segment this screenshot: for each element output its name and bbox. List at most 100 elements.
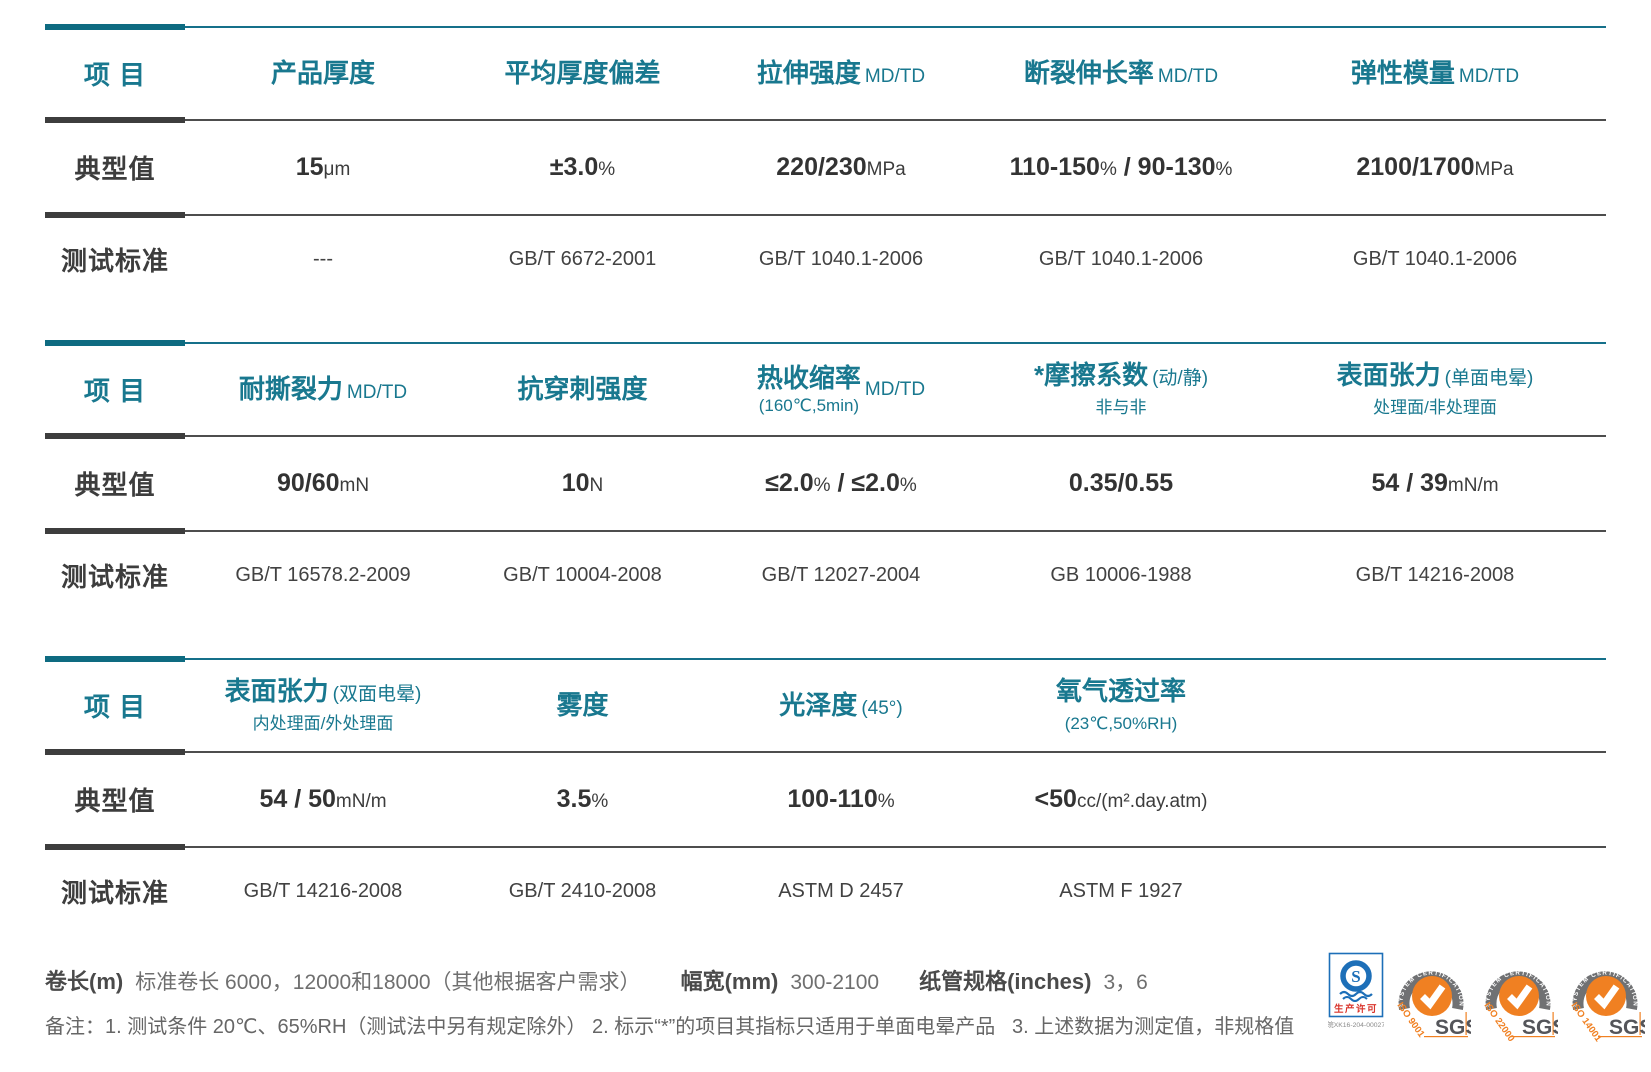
sgs-wordmark: SGS xyxy=(1522,1016,1558,1039)
spec-table-1: 项 目 产品厚度 平均厚度偏差 拉伸强度 MD/TD 断裂伸长率 MD/TD 弹性模… xyxy=(45,24,1606,300)
typical-value-row: 典型值 90/60mN 10N ≤2.0% / ≤2.0% 0.35/0.55 … xyxy=(45,439,1606,528)
sgs-orange-underline xyxy=(1424,1036,1468,1038)
divider-thin-segment xyxy=(185,26,1606,28)
column-header: 断裂伸长率 MD/TD xyxy=(1023,57,1219,88)
divider-thin-segment xyxy=(185,530,1606,532)
standard-cell: --- xyxy=(313,247,333,270)
sgs-checkmark-icon xyxy=(1507,984,1533,1010)
header-row: 项 目 产品厚度 平均厚度偏差 拉伸强度 MD/TD 断裂伸长率 MD/TD 弹性模… xyxy=(45,30,1606,117)
roll-length-value: 标准卷长 6000，12000和18000（其他根据客户需求） xyxy=(135,971,641,994)
roll-spec-line: 卷长(m) 标准卷长 6000，12000和18000（其他根据客户需求） 幅宽… xyxy=(45,964,1606,996)
qs-wave-2 xyxy=(1342,996,1368,1002)
row-label-item: 项 目 xyxy=(83,60,147,90)
divider-thin-segment xyxy=(185,658,1606,660)
sgs-orange-underline xyxy=(1598,1036,1642,1038)
test-standard-row: 测试标准 --- GB/T 6672-2001 GB/T 1040.1-2006… xyxy=(45,218,1606,300)
section-gap xyxy=(45,616,1606,656)
test-standard-row: 测试标准 GB/T 16578.2-2009 GB/T 10004-2008 G… xyxy=(45,534,1606,616)
divider-thick-segment xyxy=(45,528,185,534)
width-label: 幅宽(mm) xyxy=(680,969,779,994)
divider-thick-segment xyxy=(45,433,185,439)
sgs-checkmark-icon xyxy=(1594,984,1620,1010)
core-size-value: 3，6 xyxy=(1103,971,1148,994)
column-header: 表面张力 (单面电晕) 处理面/非处理面 xyxy=(1336,360,1534,418)
qs-q-ring xyxy=(1340,960,1372,992)
column-header: 氧气透过率 (23℃,50%RH) xyxy=(1055,676,1186,734)
divider-thin-segment xyxy=(185,435,1606,437)
row-label-standard: 测试标准 xyxy=(60,561,169,592)
value-cell: ≤2.0% / ≤2.0% xyxy=(765,469,917,497)
standard-cell: GB/T 1040.1-2006 xyxy=(1352,247,1518,270)
value-cell: 220/230MPa xyxy=(776,153,906,181)
divider-thin-segment xyxy=(185,342,1606,344)
column-header: 平均厚度偏差 xyxy=(504,57,661,88)
standard-cell: GB/T 1040.1-2006 xyxy=(758,247,924,270)
standard-cell: GB/T 10004-2008 xyxy=(503,563,662,586)
value-cell: 0.35/0.55 xyxy=(1068,469,1174,497)
sgs-orange-underline xyxy=(1511,1036,1555,1038)
divider-thick-segment xyxy=(45,844,185,850)
row-divider xyxy=(45,117,1606,123)
divider-thick-segment xyxy=(45,117,185,123)
column-header: 雾度 xyxy=(556,689,609,720)
standard-cell: GB/T 6672-2001 xyxy=(508,247,657,270)
typical-value-row: 典型值 54 / 50mN/m 3.5% 100-110% <50cc/(m².… xyxy=(45,755,1606,844)
sgs-orange-tick xyxy=(1639,1012,1641,1035)
qs-wave-1 xyxy=(1339,990,1373,998)
section-top-divider xyxy=(45,656,1606,662)
value-cell: 90/60mN xyxy=(276,469,370,497)
standard-cell: GB/T 12027-2004 xyxy=(761,563,921,586)
sgs-orange-tick xyxy=(1552,1012,1554,1035)
divider-thin-segment xyxy=(185,846,1606,848)
standard-cell: GB/T 2410-2008 xyxy=(508,879,657,902)
sgs-iso14001-badge: SYSTEM CERTIFICATION ISO 14001 SGS xyxy=(1569,970,1645,1042)
value-cell: 3.5% xyxy=(556,785,609,813)
divider-thick-segment xyxy=(45,24,185,30)
row-label-standard: 测试标准 xyxy=(60,877,169,908)
section-gap xyxy=(45,300,1606,340)
core-size-label: 纸管规格(inches) xyxy=(919,969,1092,994)
column-header: 热收缩率 (160℃,5min) MD/TD xyxy=(756,362,926,415)
column-header: 表面张力 (双面电晕) 内处理面/外处理面 xyxy=(224,676,422,734)
spec-tables-area: 项 目 产品厚度 平均厚度偏差 拉伸强度 MD/TD 断裂伸长率 MD/TD 弹性模… xyxy=(45,24,1606,1039)
row-divider xyxy=(45,212,1606,218)
qs-s-glyph: S xyxy=(1351,967,1360,986)
row-divider xyxy=(45,749,1606,755)
row-label-typical: 典型值 xyxy=(74,154,156,184)
value-cell: 110-150% / 90-130% xyxy=(1009,153,1233,181)
row-label-standard: 测试标准 xyxy=(60,245,169,276)
width-value: 300-2100 xyxy=(790,971,880,994)
row-divider xyxy=(45,844,1606,850)
value-cell: 2100/1700MPa xyxy=(1356,153,1514,181)
row-divider xyxy=(45,433,1606,439)
column-header: 抗穿刺强度 xyxy=(517,373,648,404)
value-cell: 10N xyxy=(561,469,604,497)
column-header: 拉伸强度 MD/TD xyxy=(756,57,926,88)
qs-production-license-logo: S 生产许可 皖XK16-204-00027 xyxy=(1328,952,1384,1029)
sgs-checkmark-icon xyxy=(1420,984,1446,1010)
divider-thick-segment xyxy=(45,656,185,662)
divider-thick-segment xyxy=(45,212,185,218)
row-label-typical: 典型值 xyxy=(74,786,156,816)
column-header: 产品厚度 xyxy=(270,57,375,88)
value-cell: 54 / 50mN/m xyxy=(259,785,387,813)
row-label-typical: 典型值 xyxy=(74,470,156,500)
divider-thin-segment xyxy=(185,751,1606,753)
footer: 卷长(m) 标准卷长 6000，12000和18000（其他根据客户需求） 幅宽… xyxy=(45,964,1606,1039)
spec-table-3: 项 目 表面张力 (双面电晕) 内处理面/外处理面 雾度 光泽度 (45°) 氧气透过… xyxy=(45,656,1606,932)
standard-cell: ASTM D 2457 xyxy=(778,879,904,902)
divider-thick-segment xyxy=(45,749,185,755)
sgs-wordmark: SGS xyxy=(1609,1016,1645,1039)
divider-thick-segment xyxy=(45,340,185,346)
sgs-orange-tick xyxy=(1465,1012,1467,1035)
section-top-divider xyxy=(45,340,1606,346)
value-cell: <50cc/(m².day.atm) xyxy=(1034,785,1208,813)
value-cell: 15μm xyxy=(295,153,351,181)
column-header: 耐撕裂力 MD/TD xyxy=(238,373,408,404)
row-divider xyxy=(45,528,1606,534)
header-row: 项 目 表面张力 (双面电晕) 内处理面/外处理面 雾度 光泽度 (45°) 氧气透过… xyxy=(45,662,1606,749)
row-label-item: 项 目 xyxy=(83,692,147,722)
column-header: 弹性模量 MD/TD xyxy=(1350,57,1520,88)
standard-cell: GB/T 16578.2-2009 xyxy=(235,563,411,586)
